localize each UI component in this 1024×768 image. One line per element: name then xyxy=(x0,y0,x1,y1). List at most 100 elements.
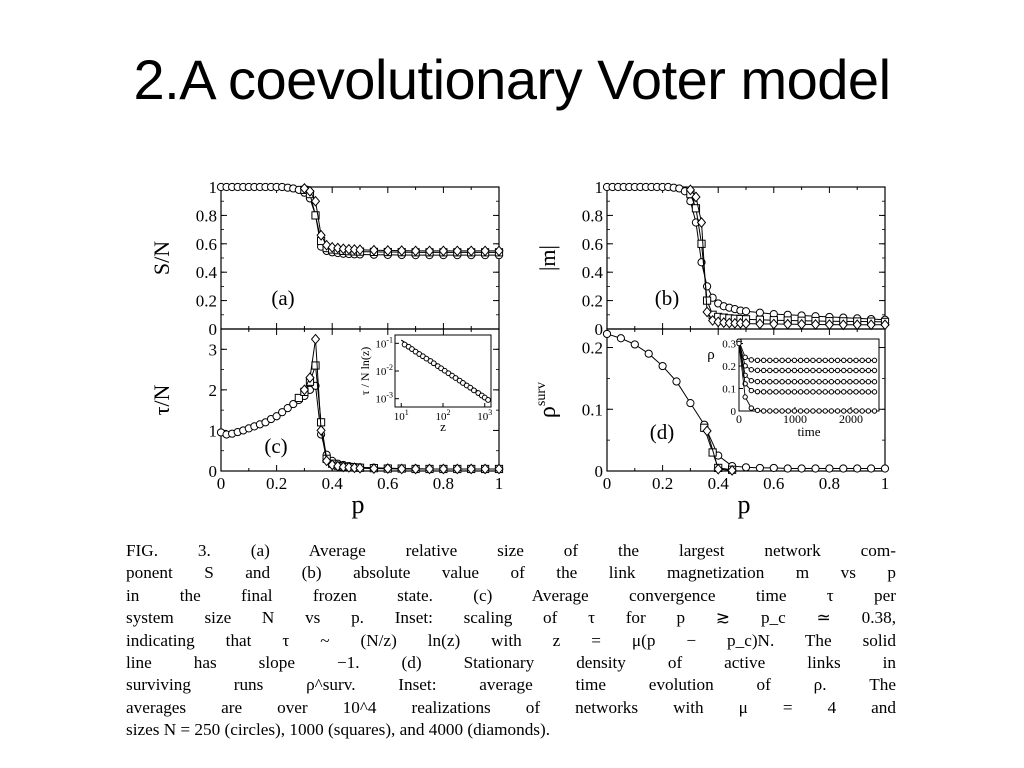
inset-x-tick-label: 1000 xyxy=(783,412,807,426)
panel-label: (b) xyxy=(655,286,680,310)
data-point-diamond xyxy=(713,316,723,328)
data-point-diamond xyxy=(397,245,407,257)
data-point-circle xyxy=(859,408,865,414)
y-tick-label: 0.2 xyxy=(196,292,217,311)
chart-panel-b: 0 0.2 0.4 0.6 0.8 1 |m| (b) xyxy=(535,178,890,339)
data-point-circle xyxy=(797,464,806,473)
data-point-circle xyxy=(810,379,816,385)
data-point-circle xyxy=(773,367,779,374)
inset-y-label: τ / N ln(z) xyxy=(358,347,372,395)
data-point-circle xyxy=(791,367,798,374)
x-tick-label: 0.8 xyxy=(433,474,454,493)
y-axis-label: |m| xyxy=(535,245,560,271)
inset-loglog: 101 102 103 10-1 10-2 10-3 z τ / N ln(z) xyxy=(358,334,492,434)
data-point-circle xyxy=(810,357,816,364)
data-point-diamond xyxy=(305,372,315,384)
data-point-circle xyxy=(841,379,847,385)
data-point-diamond xyxy=(466,463,476,475)
data-point-circle xyxy=(841,357,847,364)
caption-line: sizes N = 250 (circles), 1000 (squares),… xyxy=(126,720,550,740)
data-point-circle xyxy=(810,408,816,414)
data-point-diamond xyxy=(355,462,365,474)
data-point-circle xyxy=(760,357,767,364)
inset-x-tick-label: 0 xyxy=(736,412,742,426)
data-point-circle xyxy=(853,389,859,395)
data-point-circle xyxy=(804,367,810,374)
data-point-diamond xyxy=(713,463,723,475)
data-point-circle xyxy=(785,408,791,414)
data-point-square xyxy=(702,296,712,305)
inset-y-tick-label: 0.3 xyxy=(722,339,736,351)
data-point-diamond xyxy=(452,463,462,475)
x-tick-label: 0.2 xyxy=(266,474,287,493)
series-line xyxy=(304,187,499,252)
data-point-diamond xyxy=(333,460,343,472)
x-tick-label: 0.6 xyxy=(763,474,784,493)
data-point-circle xyxy=(785,389,791,395)
data-point-circle xyxy=(865,357,872,364)
data-point-circle xyxy=(779,379,785,385)
data-point-circle xyxy=(773,379,779,385)
inset-frame xyxy=(738,338,880,412)
data-point-diamond xyxy=(438,463,449,475)
data-point-diamond xyxy=(691,191,701,203)
data-point-circle xyxy=(816,389,822,395)
data-point-circle xyxy=(834,357,841,364)
y-tick-label: 0.2 xyxy=(582,339,603,358)
caption-line: surviving runs ρ^surv. Inset: average ti… xyxy=(126,675,896,695)
data-point-diamond xyxy=(310,333,321,345)
y-tick-label: 0.8 xyxy=(196,206,217,225)
y-tick-label: 0.4 xyxy=(196,263,218,282)
data-point-circle xyxy=(741,307,751,316)
data-point-circle xyxy=(767,367,773,374)
data-point-circle xyxy=(278,408,287,417)
data-point-circle xyxy=(853,357,859,364)
data-point-circle xyxy=(602,329,612,339)
data-point-circle xyxy=(791,389,798,395)
inset-y-tick-label: 10-3 xyxy=(375,391,393,406)
data-point-circle xyxy=(810,367,816,374)
y-axis-label: S/N xyxy=(149,241,174,275)
data-point-diamond xyxy=(322,455,332,467)
data-point-circle xyxy=(797,379,804,385)
data-point-circle xyxy=(754,357,761,363)
data-point-circle xyxy=(828,357,835,364)
data-point-circle xyxy=(816,408,822,414)
data-point-circle xyxy=(871,367,878,374)
data-point-circle xyxy=(791,379,798,385)
data-point-circle xyxy=(754,367,761,374)
data-point-circle xyxy=(748,378,755,384)
data-point-circle xyxy=(760,389,767,395)
data-point-circle xyxy=(760,408,767,414)
data-point-circle xyxy=(847,367,853,374)
series-line xyxy=(607,186,886,321)
data-point-circle xyxy=(828,367,835,374)
y-tick-label: 0.1 xyxy=(582,400,603,419)
data-point-circle xyxy=(847,389,853,395)
data-point-diamond xyxy=(316,229,326,241)
data-point-circle xyxy=(859,357,865,364)
data-point-circle xyxy=(811,464,820,473)
data-point-square xyxy=(294,393,303,403)
inset-time-evolution: 0 1000 2000 0 0.1 0.2 0.3 time ρ xyxy=(707,338,880,439)
data-point-circle xyxy=(822,367,828,374)
data-point-square xyxy=(691,204,701,213)
y-tick-label: 0.8 xyxy=(582,206,603,225)
data-point-circle xyxy=(804,379,810,385)
data-point-diamond xyxy=(480,463,490,475)
data-point-circle xyxy=(755,308,765,317)
inset-y-tick-label: 0.2 xyxy=(722,361,736,373)
data-point-circle xyxy=(754,378,761,385)
figure-caption: FIG. 3. (a) Average relative size of the… xyxy=(126,540,896,742)
data-point-circle xyxy=(839,464,848,473)
data-point-circle xyxy=(644,349,653,358)
data-point-circle xyxy=(871,379,878,385)
data-point-diamond xyxy=(299,384,310,396)
data-point-circle xyxy=(847,408,853,414)
data-point-diamond xyxy=(702,306,712,318)
data-point-circle xyxy=(773,408,779,414)
data-point-circle xyxy=(748,387,755,394)
data-point-circle xyxy=(810,389,816,395)
